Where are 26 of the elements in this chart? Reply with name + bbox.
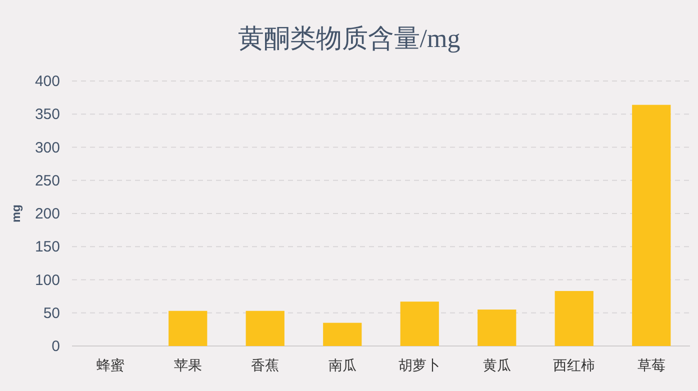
y-axis-title: mg: [9, 204, 23, 222]
y-tick-label: 250: [34, 172, 60, 190]
y-tick-label: 0: [52, 338, 60, 355]
x-tick-label: 黄瓜: [482, 357, 511, 373]
bar: [246, 310, 284, 346]
x-tick-label: 香蕉: [251, 357, 280, 373]
x-tick-label: 南瓜: [328, 357, 356, 373]
x-tick-label: 蜂蜜: [96, 357, 125, 373]
chart-title: 黄酮类物质含量/mg: [238, 24, 460, 53]
y-tick-label: 100: [34, 272, 60, 289]
x-tick-label: 西红柿: [553, 357, 596, 373]
y-tick-label: 400: [34, 73, 60, 90]
bar: [323, 322, 362, 346]
y-tick-label: 50: [43, 304, 60, 322]
bar: [168, 310, 208, 346]
bar: [478, 310, 516, 346]
bar: [632, 104, 671, 346]
x-tick-label: 胡萝卜: [398, 357, 441, 373]
x-tick-label: 苹果: [174, 357, 202, 373]
x-tick-label: 草莓: [637, 357, 666, 373]
y-tick-label: 200: [34, 206, 60, 222]
y-tick-label: 150: [34, 238, 60, 256]
bar: [400, 302, 439, 346]
y-tick-label: 300: [34, 139, 60, 156]
bar: [554, 291, 594, 346]
y-tick-label: 350: [34, 106, 60, 124]
